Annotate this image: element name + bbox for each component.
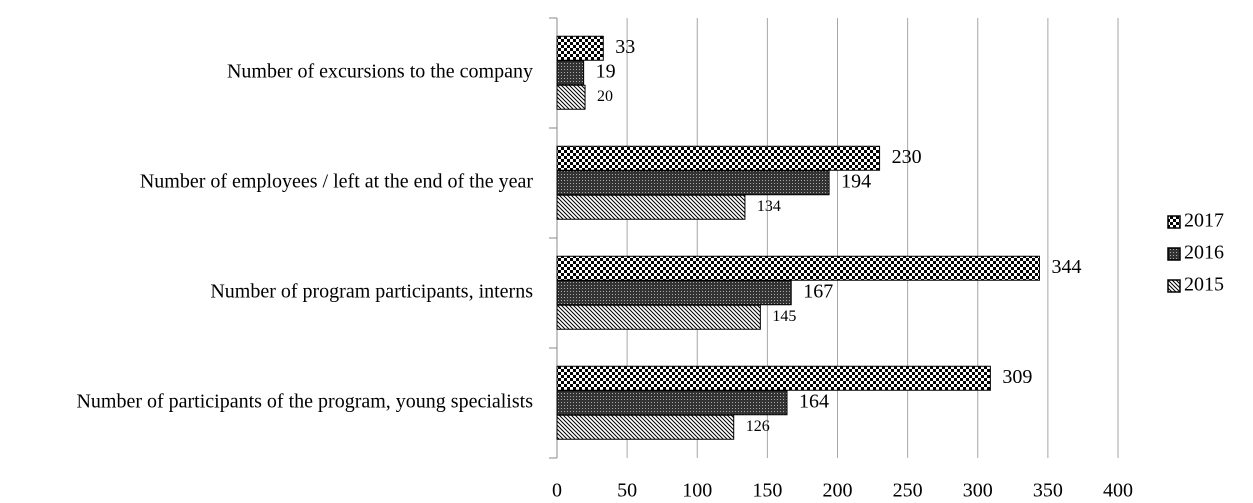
data-label: 309 [1002, 366, 1032, 388]
x-tick-label: 200 [823, 480, 853, 502]
bar [556, 145, 881, 171]
y-tick-label: Number of employees / left at the end of… [140, 171, 534, 193]
data-label: 145 [772, 308, 796, 325]
x-tick-label: 150 [752, 480, 782, 502]
legend-swatch [1167, 215, 1181, 229]
bar [556, 304, 761, 330]
x-tick-label: 50 [617, 480, 637, 502]
bar [556, 255, 1040, 281]
data-label: 164 [799, 391, 829, 413]
bar [556, 194, 746, 220]
data-label: 230 [892, 146, 922, 168]
data-label: 19 [596, 61, 616, 83]
legend-label: 2016 [1184, 242, 1224, 264]
bar [556, 414, 735, 440]
data-label: 194 [841, 171, 871, 193]
bar [556, 35, 604, 61]
bar [556, 170, 830, 196]
data-label: 134 [757, 198, 781, 215]
bar [556, 390, 788, 416]
bar [556, 365, 991, 391]
legend-swatch [1167, 247, 1181, 261]
legend-label: 2017 [1184, 210, 1224, 232]
legend-label: 2015 [1184, 274, 1224, 296]
y-tick-label: Number of program participants, interns [210, 281, 533, 303]
x-tick-label: 250 [893, 480, 923, 502]
x-tick-label: 400 [1103, 480, 1133, 502]
x-tick-label: 350 [1033, 480, 1063, 502]
data-label: 167 [803, 281, 833, 303]
y-tick-label: Number of participants of the program, y… [76, 391, 533, 413]
data-label: 33 [615, 36, 635, 58]
x-tick-label: 0 [552, 480, 562, 502]
x-tick-label: 100 [682, 480, 712, 502]
bar [556, 280, 792, 306]
x-tick-label: 300 [963, 480, 993, 502]
bar [556, 60, 585, 86]
y-tick-label: Number of excursions to the company [227, 61, 533, 83]
data-label: 126 [746, 418, 770, 435]
legend-swatch [1167, 279, 1181, 293]
bar [556, 84, 586, 110]
data-label: 344 [1051, 256, 1081, 278]
data-label: 20 [597, 88, 613, 105]
